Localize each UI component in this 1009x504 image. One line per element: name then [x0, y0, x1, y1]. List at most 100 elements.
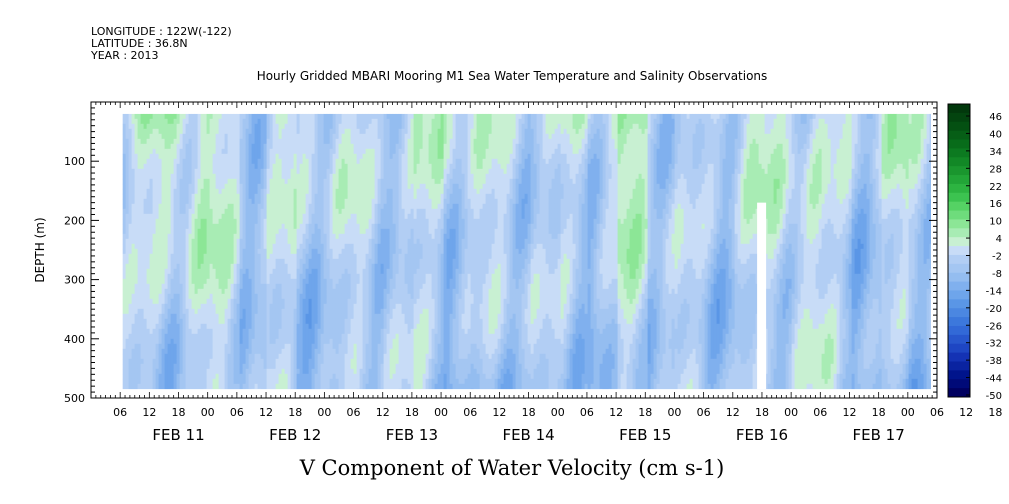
heatmap-cell	[191, 128, 196, 135]
heatmap-cell	[167, 233, 172, 240]
heatmap-cell	[122, 258, 127, 265]
heatmap-cell	[122, 328, 127, 335]
heatmap-cell	[152, 143, 157, 150]
heatmap-cell	[152, 198, 157, 205]
heatmap-cell	[176, 188, 181, 195]
heatmap-cell	[152, 258, 157, 265]
heatmap-cell	[221, 268, 226, 275]
heatmap-cell	[212, 213, 217, 220]
heatmap-cell	[170, 378, 175, 385]
heatmap-cell	[179, 138, 184, 145]
heatmap-cell	[149, 193, 154, 200]
heatmap-cell	[188, 163, 193, 170]
heatmap-cell	[200, 348, 205, 355]
heatmap-cell	[215, 268, 220, 275]
heatmap-cell	[197, 168, 202, 175]
heatmap-cell	[206, 283, 211, 290]
heatmap-cell	[176, 373, 181, 380]
heatmap-cell	[203, 158, 208, 165]
heatmap-cell	[179, 323, 184, 330]
heatmap-cell	[176, 298, 181, 305]
heatmap-cell	[164, 338, 169, 345]
heatmap-cell	[140, 198, 145, 205]
heatmap-cell	[155, 283, 160, 290]
heatmap-cell	[155, 298, 160, 305]
heatmap-cell	[122, 233, 127, 240]
heatmap-cell	[212, 193, 217, 200]
heatmap-cell	[209, 328, 214, 335]
heatmap-cell	[191, 168, 196, 175]
heatmap-cell	[167, 258, 172, 265]
heatmap-cell	[185, 243, 190, 250]
heatmap-cell	[140, 158, 145, 165]
heatmap-cell	[134, 148, 139, 155]
heatmap-cell	[188, 353, 193, 360]
heatmap-cell	[167, 193, 172, 200]
heatmap-cell	[128, 118, 133, 125]
heatmap-cell	[137, 298, 142, 305]
heatmap-cell	[152, 153, 157, 160]
heatmap-cell	[131, 348, 136, 355]
heatmap-cell	[170, 188, 175, 195]
heatmap-cell	[134, 163, 139, 170]
heatmap-cell	[149, 373, 154, 380]
heatmap-cell	[170, 228, 175, 235]
heatmap-cell	[143, 128, 148, 135]
heatmap-cell	[212, 113, 217, 120]
heatmap-cell	[125, 238, 130, 245]
heatmap-cell	[200, 328, 205, 335]
heatmap-cell	[131, 253, 136, 260]
heatmap-cell	[134, 348, 139, 355]
heatmap-cell	[212, 343, 217, 350]
heatmap-cell	[215, 283, 220, 290]
heatmap-cell	[191, 298, 196, 305]
heatmap-cell	[155, 198, 160, 205]
heatmap-cell	[131, 308, 136, 315]
heatmap-cell	[158, 228, 163, 235]
heatmap-cell	[125, 273, 130, 280]
heatmap-cell	[164, 238, 169, 245]
heatmap-cell	[212, 283, 217, 290]
heatmap-cell	[170, 123, 175, 130]
heatmap-cell	[173, 298, 178, 305]
heatmap-cell	[176, 163, 181, 170]
heatmap-cell	[218, 158, 223, 165]
heatmap-cell	[206, 358, 211, 365]
heatmap-cell	[176, 158, 181, 165]
heatmap-cell	[134, 313, 139, 320]
heatmap-cell	[152, 343, 157, 350]
heatmap-cell	[197, 143, 202, 150]
heatmap-cell	[134, 253, 139, 260]
heatmap-cell	[185, 348, 190, 355]
heatmap-cell	[212, 168, 217, 175]
heatmap-cell	[152, 238, 157, 245]
heatmap-cell	[137, 203, 142, 210]
heatmap-cell	[215, 293, 220, 300]
heatmap-cell	[155, 213, 160, 220]
heatmap-cell	[146, 263, 151, 270]
heatmap-cell	[164, 333, 169, 340]
heatmap-cell	[209, 203, 214, 210]
heatmap-cell	[212, 318, 217, 325]
heatmap-cell	[152, 253, 157, 260]
heatmap-cell	[194, 118, 199, 125]
heatmap-cell	[203, 303, 208, 310]
heatmap-cell	[149, 133, 154, 140]
heatmap-cell	[167, 183, 172, 190]
heatmap-cell	[152, 323, 157, 330]
heatmap-cell	[125, 123, 130, 130]
heatmap-cell	[134, 168, 139, 175]
heatmap-cell	[158, 348, 163, 355]
heatmap-cell	[143, 118, 148, 125]
heatmap-cell	[128, 263, 133, 270]
heatmap-cell	[203, 153, 208, 160]
heatmap-cell	[158, 323, 163, 330]
heatmap-cell	[191, 173, 196, 180]
heatmap-cell	[140, 293, 145, 300]
heatmap-cell	[140, 153, 145, 160]
heatmap-cell	[122, 193, 127, 200]
heatmap-cell	[137, 338, 142, 345]
heatmap-cell	[173, 188, 178, 195]
heatmap-cell	[197, 358, 202, 365]
heatmap-cell	[143, 173, 148, 180]
